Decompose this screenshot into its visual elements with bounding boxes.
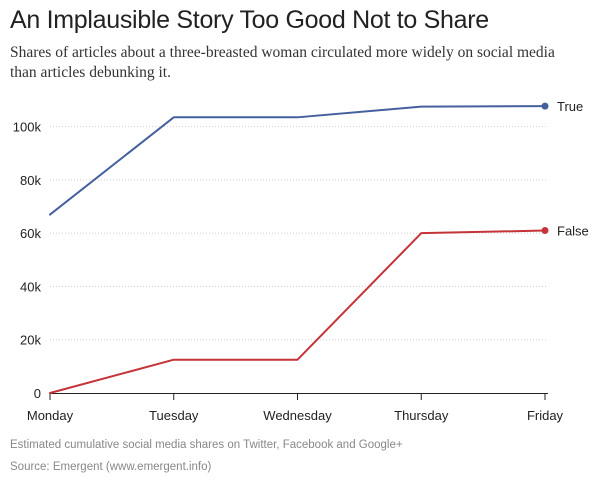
series-line-false	[49, 229, 546, 394]
y-tick-label: 100k	[13, 120, 42, 135]
y-tick-label: 80k	[20, 173, 41, 188]
series-label-true: True	[557, 99, 583, 114]
chart-subtitle: Shares of articles about a three-breaste…	[10, 44, 555, 81]
x-tick-label: Thursday	[394, 408, 449, 423]
y-tick-label: 0	[34, 386, 41, 401]
chart-title: An Implausible Story Too Good Not to Sha…	[10, 6, 489, 34]
x-tick-label: Monday	[27, 408, 74, 423]
series-end-marker-false	[541, 227, 549, 235]
x-axis-tick-labels: Monday Tuesday Wednesday Thursday Friday	[27, 408, 564, 423]
x-axis	[49, 393, 548, 400]
x-tick-label: Wednesday	[263, 408, 332, 423]
y-tick-label: 20k	[20, 333, 41, 348]
series-end-marker-true	[541, 102, 549, 110]
series-label-false: False	[557, 224, 589, 239]
y-tick-label: 60k	[20, 226, 41, 241]
x-tick-label: Tuesday	[149, 408, 199, 423]
x-tick-label: Friday	[527, 408, 564, 423]
series-line-true	[49, 105, 546, 216]
chart-caption: Estimated cumulative social media shares…	[10, 439, 403, 451]
y-tick-label: 40k	[20, 279, 41, 294]
y-axis-tick-labels: 0 20k 40k 60k 80k 100k	[13, 120, 42, 401]
data-series: True False	[49, 99, 589, 394]
gridlines	[50, 126, 548, 341]
chart-source: Source: Emergent (www.emergent.info)	[10, 461, 212, 473]
